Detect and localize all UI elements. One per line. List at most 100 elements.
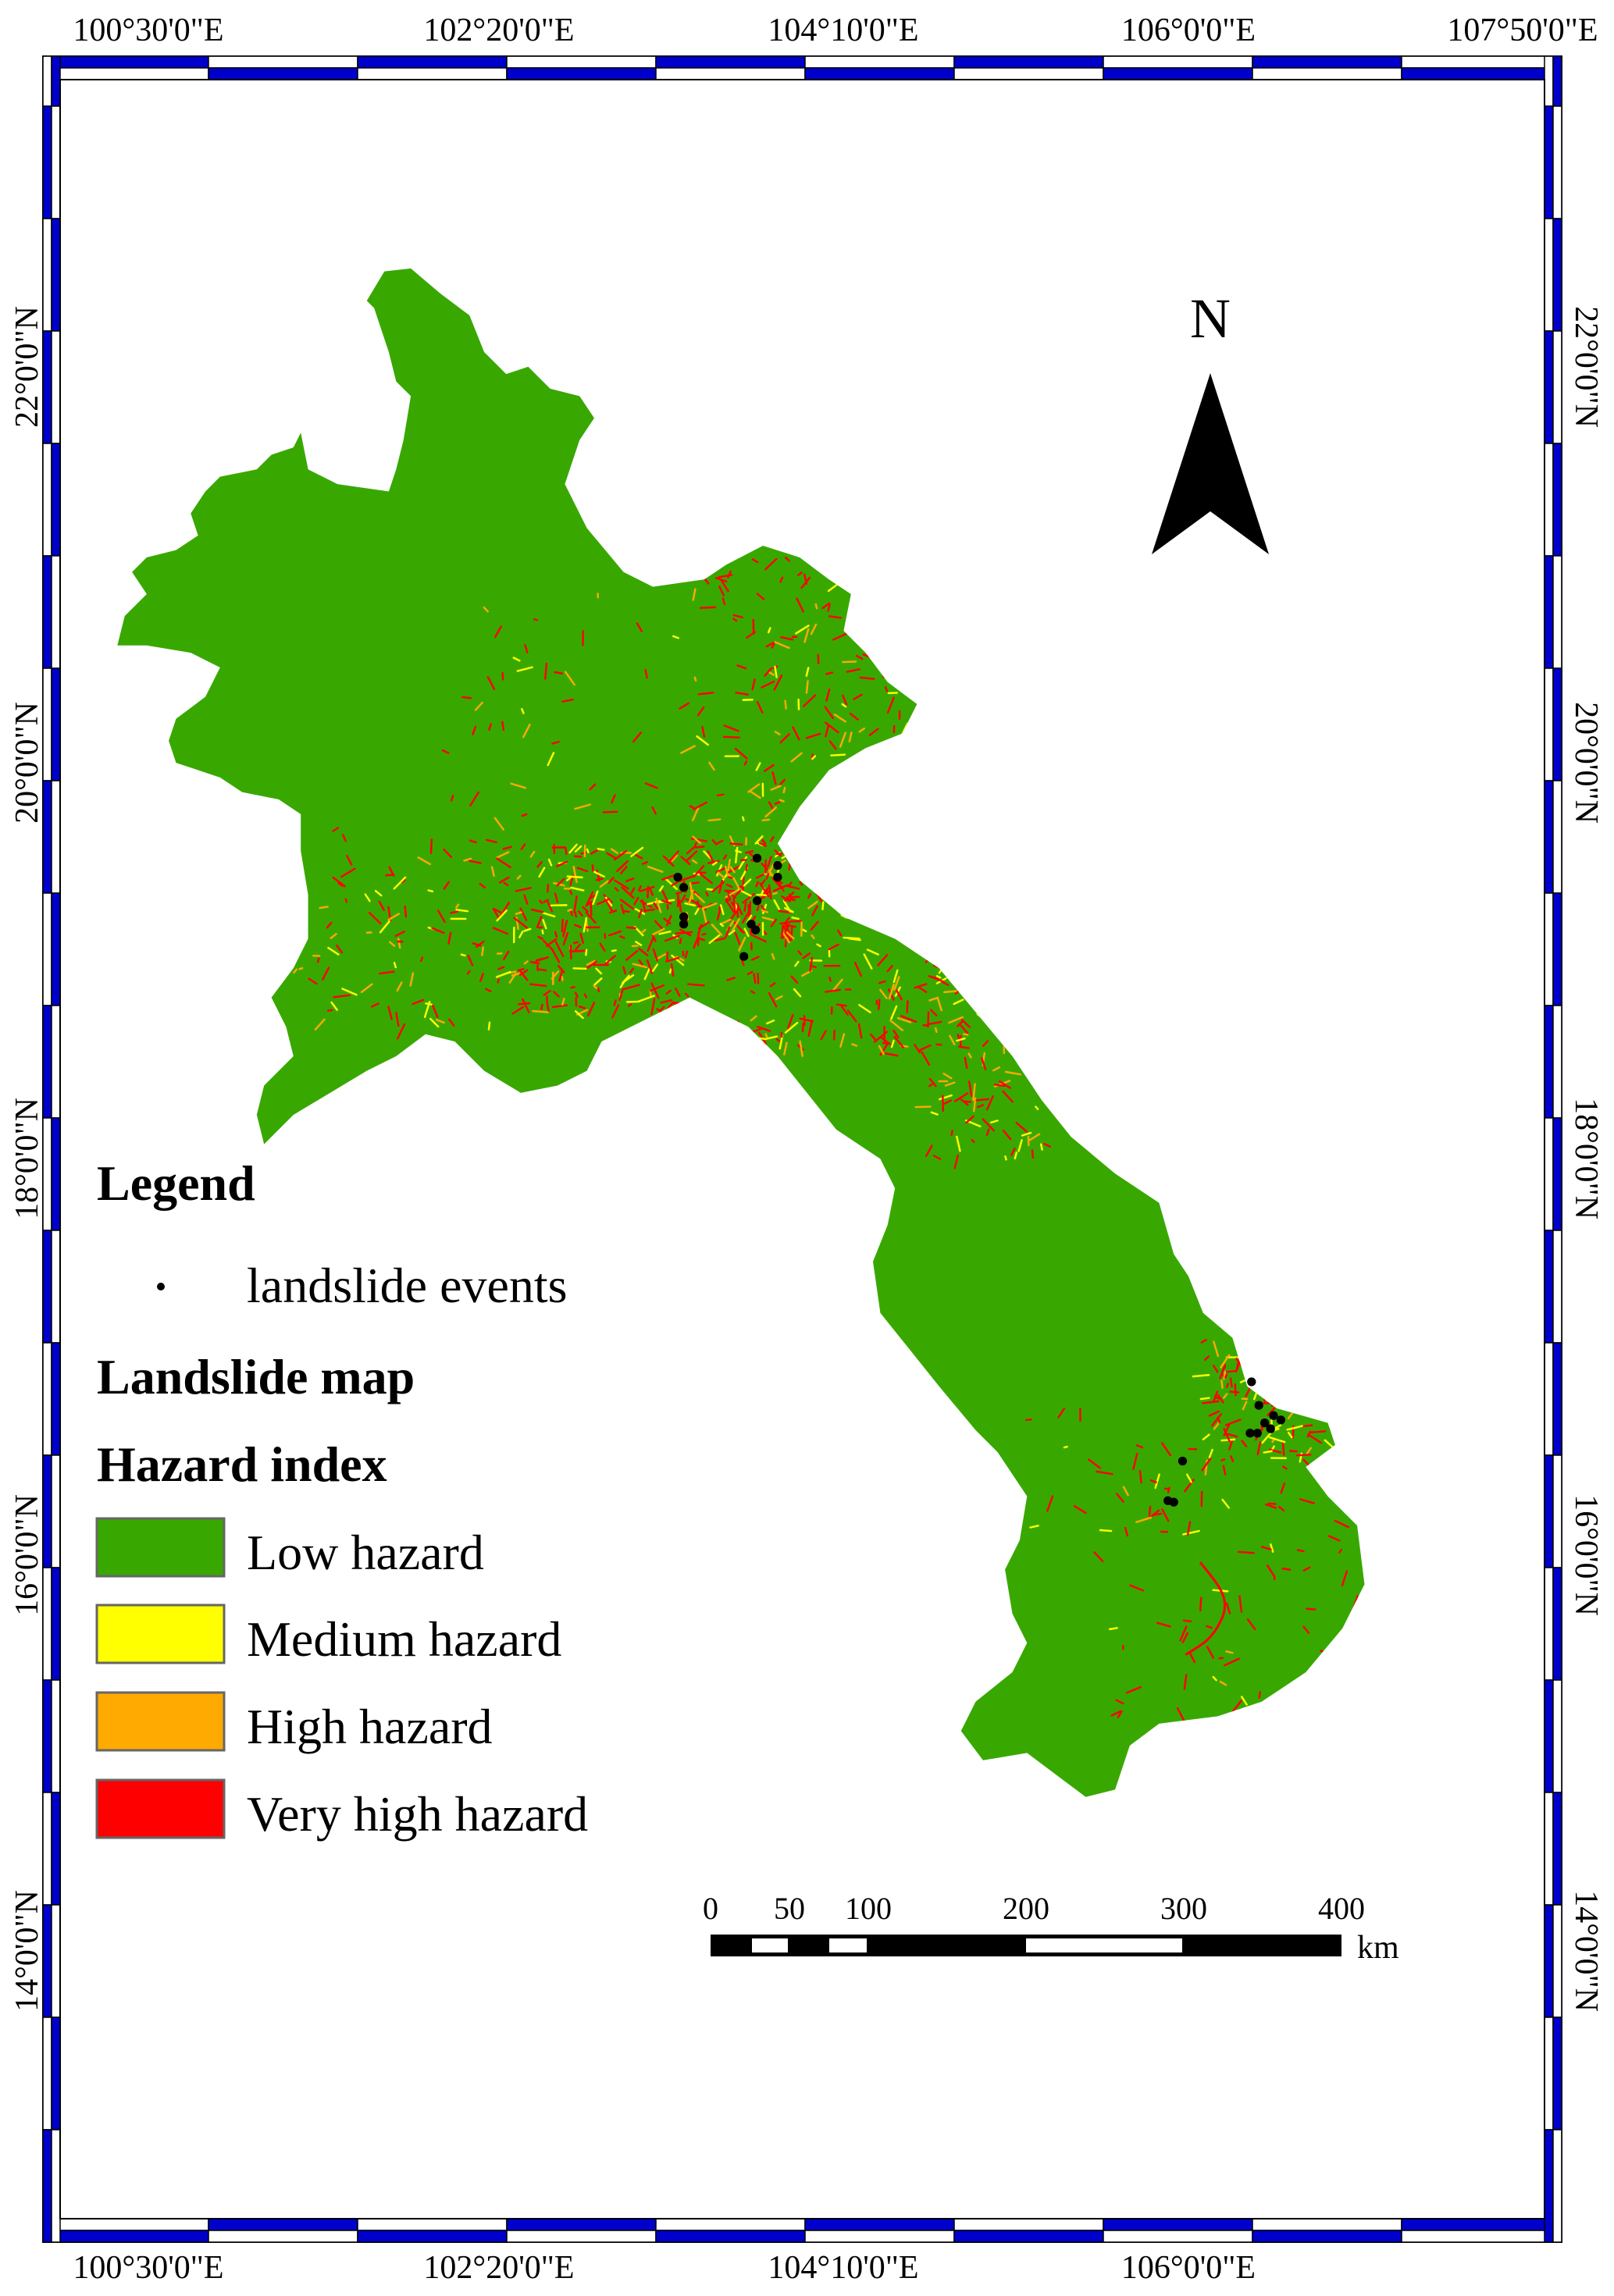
hazard-mark: [547, 884, 550, 893]
hazard-mark: [425, 1002, 433, 1006]
hazard-mark: [467, 954, 474, 966]
hazard-mark: [479, 973, 484, 982]
hazard-mark: [1307, 1433, 1322, 1444]
frame-segment: [1544, 105, 1554, 219]
hazard-mark: [1117, 1710, 1123, 1718]
hazard-mark: [731, 918, 740, 931]
frame-segment: [1401, 67, 1552, 80]
hazard-mark: [388, 866, 395, 877]
hazard-mark: [750, 956, 760, 961]
hazard-mark: [1093, 1551, 1104, 1563]
hazard-mark: [622, 966, 627, 975]
hazard-mark: [496, 910, 508, 922]
lat-label-right: 20°0'0"N: [1568, 702, 1604, 824]
hazard-mark: [1057, 1407, 1066, 1419]
hazard-mark: [938, 1094, 953, 1101]
hazard-mark: [607, 877, 615, 884]
frame-segment: [655, 2230, 806, 2243]
hazard-mark: [827, 603, 831, 612]
hazard-mark: [519, 907, 528, 921]
hazard-mark: [738, 936, 746, 952]
hazard-mark: [652, 948, 658, 962]
hazard-mark: [773, 674, 783, 691]
hazard-mark: [649, 887, 654, 896]
hazard-mark: [1186, 1473, 1192, 1483]
hazard-mark: [665, 956, 680, 963]
hazard-mark: [387, 1006, 393, 1020]
hazard-mark: [516, 874, 522, 880]
hazard-mark: [538, 867, 546, 878]
scale-bar-segment: [1026, 1938, 1182, 1952]
hazard-mark: [466, 970, 471, 975]
hazard-mark: [725, 899, 736, 914]
hazard-mark: [985, 1095, 994, 1111]
frame-segment: [953, 67, 1104, 80]
hazard-mark: [1135, 1444, 1144, 1449]
hazard-mark: [736, 902, 743, 916]
hazard-mark: [720, 579, 729, 593]
hazard-mark: [821, 901, 825, 911]
hazard-mark: [574, 1010, 584, 1020]
frame-segment: [1544, 780, 1554, 894]
hazard-mark: [866, 949, 879, 956]
hazard-mark: [1004, 1070, 1022, 1076]
hazard-mark: [634, 908, 646, 915]
frame-segment: [357, 55, 508, 69]
hazard-mark: [1199, 1397, 1210, 1401]
hazard-mark: [1208, 1448, 1213, 1458]
hazard-mark: [963, 1033, 969, 1036]
hazard-mark: [523, 894, 529, 905]
frame-segment: [51, 443, 61, 557]
hazard-mark: [747, 903, 750, 918]
hazard-mark: [928, 996, 939, 1002]
frame-segment: [51, 1792, 61, 1906]
hazard-mark: [488, 723, 492, 731]
hazard-mark: [746, 970, 754, 975]
landslide-event-point: [1178, 1456, 1188, 1466]
hazard-mark: [825, 688, 831, 702]
hazard-mark: [985, 1128, 990, 1136]
hazard-mark: [618, 988, 624, 1002]
hazard-mark: [611, 1004, 620, 1019]
hazard-mark: [859, 676, 875, 680]
hazard-mark: [745, 863, 748, 872]
frame-segment: [1544, 1679, 1554, 1793]
hazard-mark: [1263, 1450, 1273, 1454]
hazard-mark: [928, 975, 945, 983]
hazard-mark: [750, 1015, 757, 1022]
hazard-mark: [765, 641, 775, 648]
hazard-mark: [585, 911, 597, 924]
lon-label-bottom: 100°30'0"E: [73, 2250, 223, 2286]
hazard-mark: [928, 1020, 942, 1025]
hazard-mark: [809, 956, 814, 972]
hazard-mark: [790, 752, 803, 763]
hazard-mark: [858, 1003, 871, 1013]
hazard-mark: [1125, 1686, 1142, 1694]
hazard-mark: [1212, 1675, 1217, 1682]
hazard-mark: [404, 905, 408, 918]
hazard-mark: [472, 942, 482, 947]
hazard-mark: [553, 991, 560, 998]
hazard-mark: [810, 920, 819, 931]
hazard-mark: [1225, 1433, 1238, 1438]
hazard-mark: [953, 998, 964, 1006]
hazard-mark: [975, 1098, 989, 1102]
hazard-mark: [668, 850, 679, 863]
frame-segment: [1252, 67, 1402, 80]
hazard-mark: [855, 654, 864, 660]
hazard-mark: [569, 944, 572, 960]
hazard-mark: [917, 1044, 932, 1052]
hazard-mark: [596, 898, 611, 906]
hazard-mark: [756, 905, 760, 912]
frame-segment: [42, 1230, 52, 1344]
frame-segment: [51, 1454, 61, 1568]
hazard-mark: [481, 946, 484, 956]
hazard-mark: [572, 967, 587, 970]
hazard-mark: [886, 965, 893, 973]
scale-tick-label: 400: [1318, 1891, 1365, 1926]
hazard-mark: [316, 957, 320, 963]
hazard-mark: [518, 970, 529, 981]
hazard-mark: [1306, 1430, 1312, 1438]
hazard-mark: [805, 680, 809, 694]
hazard-mark: [1186, 1521, 1192, 1536]
